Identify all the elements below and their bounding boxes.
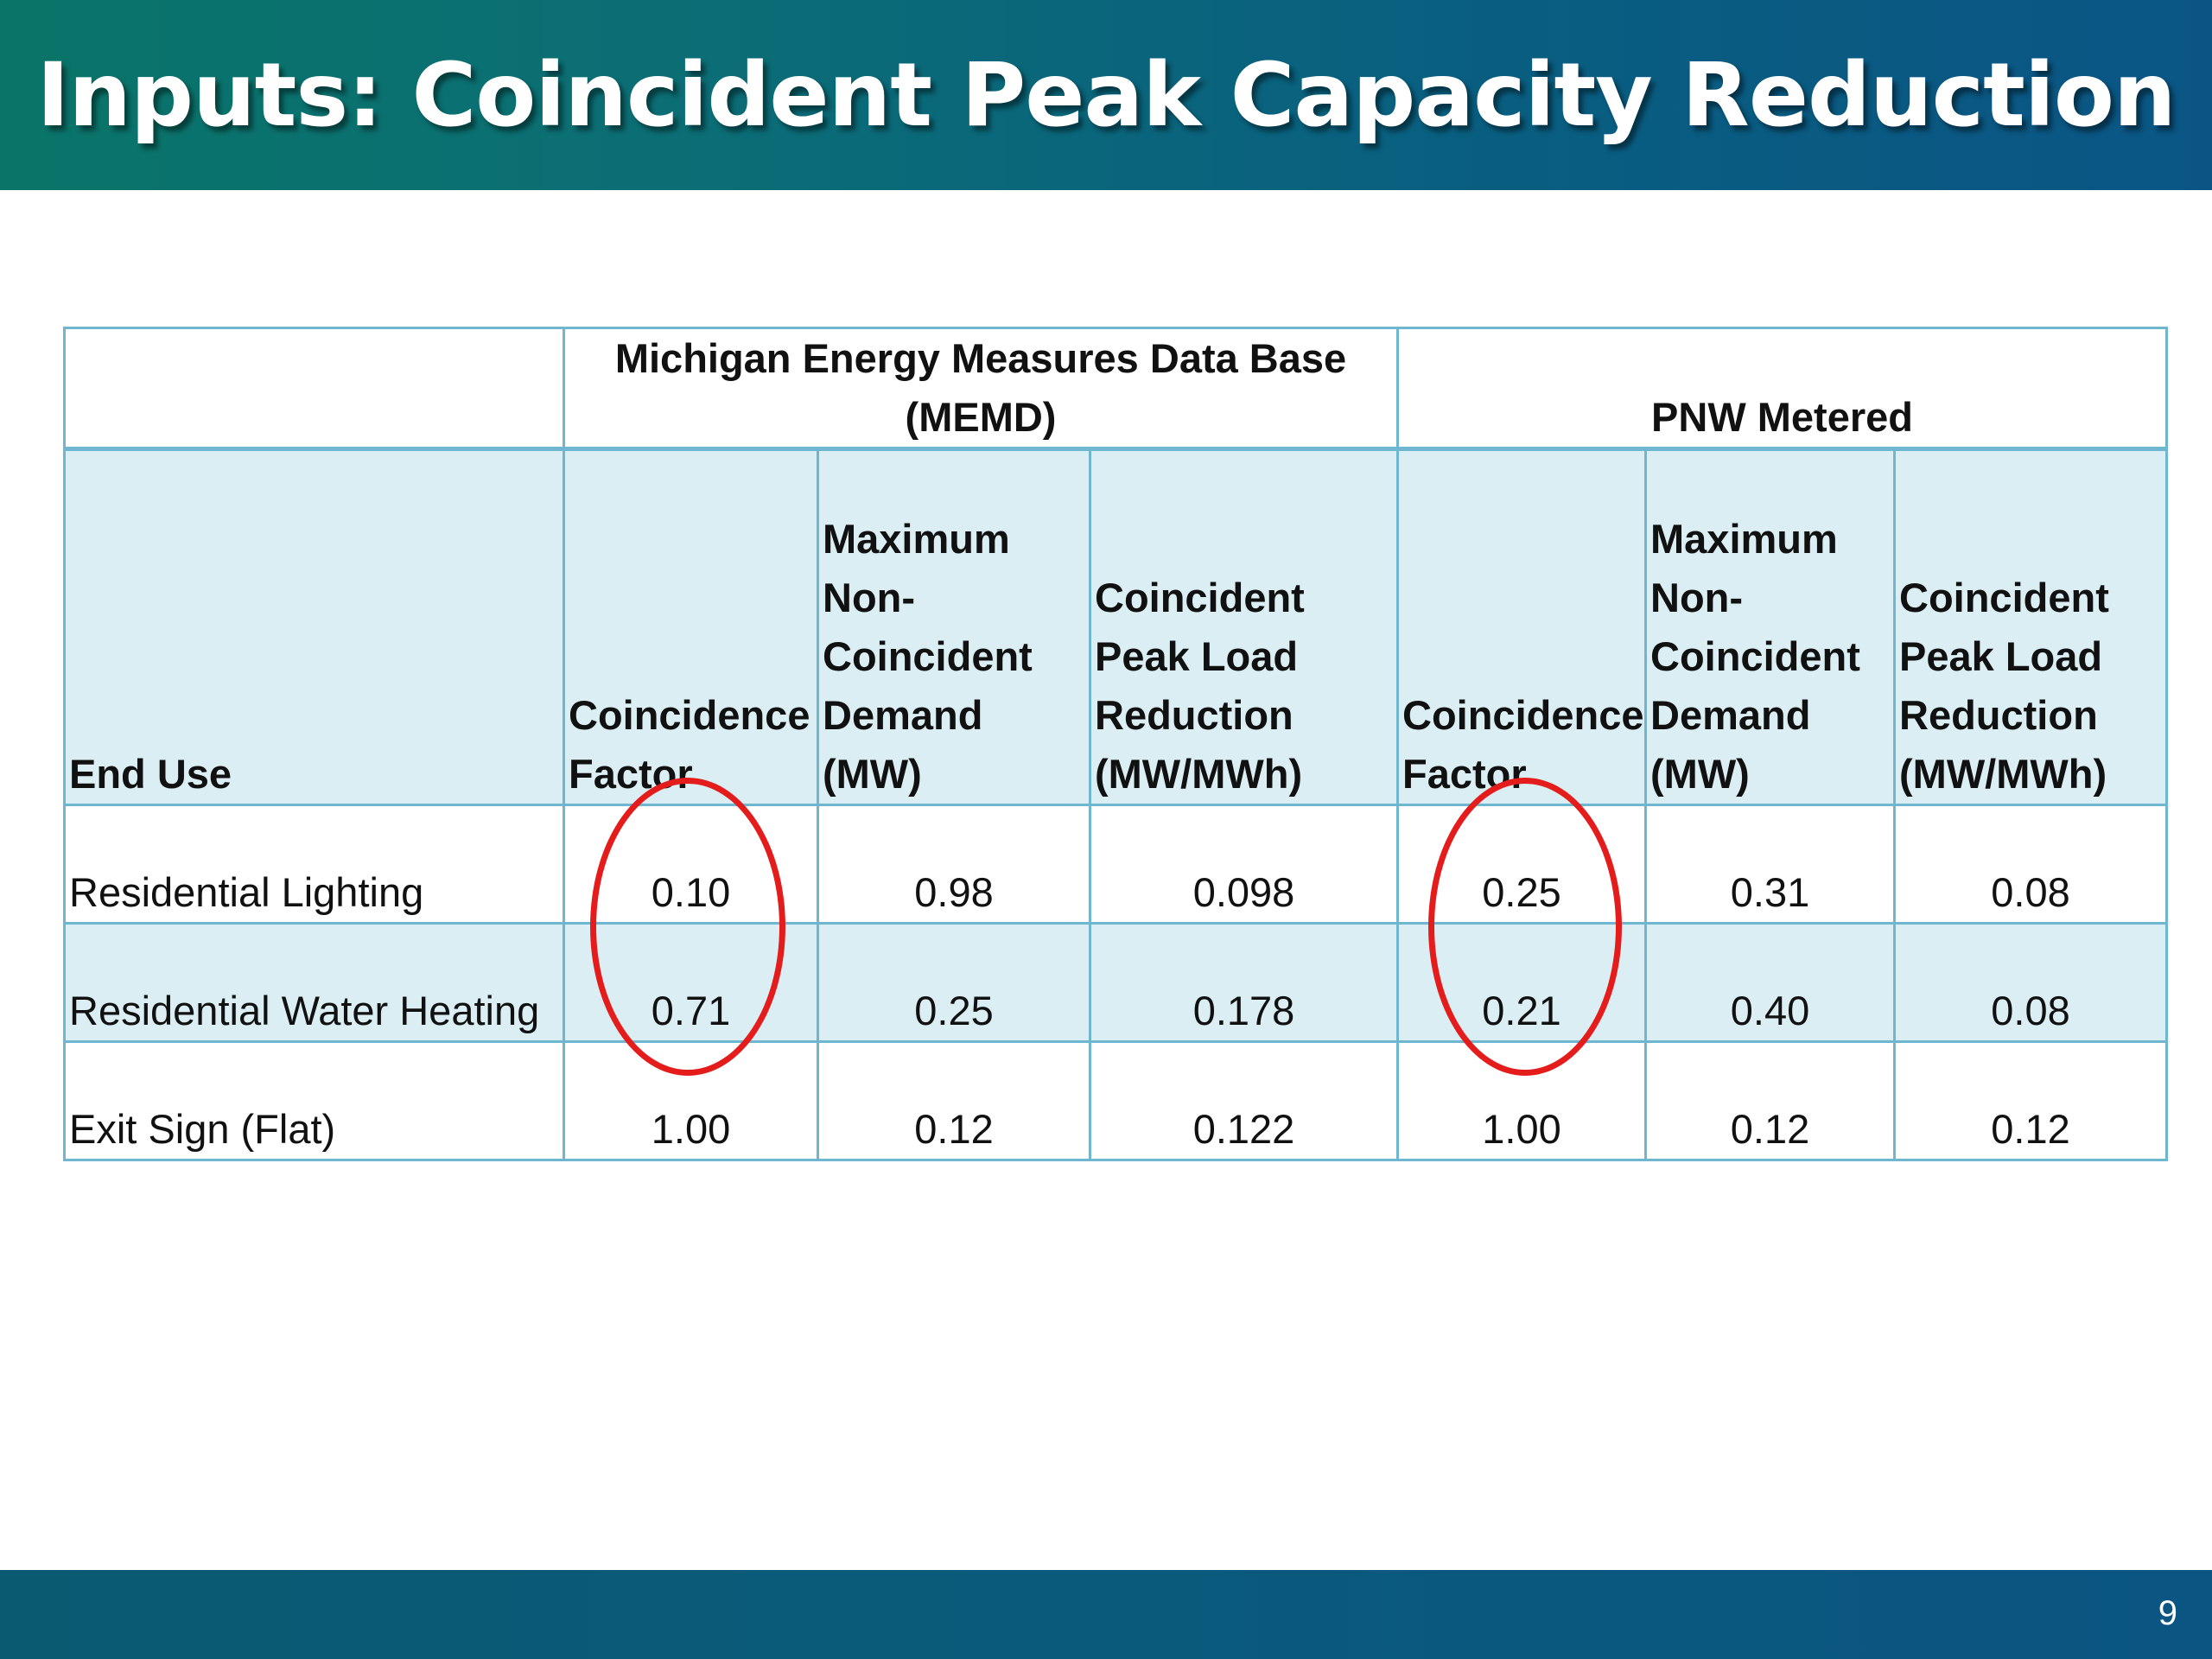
table-cell: 0.25 xyxy=(1396,804,1648,925)
column-header-row: End Use Coincidence Factor Maximum Non-C… xyxy=(63,448,2169,806)
table-cell: 0.98 xyxy=(817,804,1091,925)
group-header-memd: Michigan Energy Measures Data Base (MEMD… xyxy=(562,327,1400,450)
table-cell: 0.08 xyxy=(1893,804,2169,925)
coincident-peak-table: Michigan Energy Measures Data Base (MEMD… xyxy=(63,327,2169,1161)
table-row: Residential Water Heating 0.71 0.25 0.17… xyxy=(63,922,2169,1043)
column-header-pnw-peak-reduction: Coincident Peak Load Reduction (MW/MWh) xyxy=(1893,448,2169,806)
column-header-memd-peak-reduction: Coincident Peak Load Reduction (MW/MWh) xyxy=(1088,448,1400,806)
end-use-cell: Residential Water Heating xyxy=(63,922,565,1043)
column-header-end-use: End Use xyxy=(63,448,565,806)
table-row: Residential Lighting 0.10 0.98 0.098 0.2… xyxy=(63,804,2169,925)
table-cell: 0.098 xyxy=(1088,804,1400,925)
column-header-memd-coincidence-factor: Coincidence Factor xyxy=(563,448,819,806)
table-cell: 0.12 xyxy=(817,1040,1091,1161)
table-cell: 0.178 xyxy=(1088,922,1400,1043)
table-row: Exit Sign (Flat) 1.00 0.12 0.122 1.00 0.… xyxy=(63,1040,2169,1161)
table-cell: 0.31 xyxy=(1644,804,1897,925)
group-header-blank xyxy=(63,327,565,450)
slide-title: Inputs: Coincident Peak Capacity Reducti… xyxy=(36,43,2176,147)
column-header-memd-max-demand: Maximum Non-Coincident Demand (MW) xyxy=(817,448,1091,806)
column-header-pnw-coincidence-factor: Coincidence Factor xyxy=(1396,448,1648,806)
table-cell: 1.00 xyxy=(563,1040,819,1161)
table-cell: 0.40 xyxy=(1644,922,1897,1043)
table-cell: 0.12 xyxy=(1893,1040,2169,1161)
table-cell: 0.08 xyxy=(1893,922,2169,1043)
end-use-cell: Exit Sign (Flat) xyxy=(63,1040,565,1161)
table-cell: 0.21 xyxy=(1396,922,1648,1043)
table-cell: 0.25 xyxy=(817,922,1091,1043)
table-cell: 0.122 xyxy=(1088,1040,1400,1161)
group-header-row: Michigan Energy Measures Data Base (MEMD… xyxy=(63,327,2169,450)
footer-bar xyxy=(0,1570,2212,1659)
column-header-pnw-max-demand: Maximum Non-Coincident Demand (MW) xyxy=(1644,448,1897,806)
table-cell: 1.00 xyxy=(1396,1040,1648,1161)
group-header-pnw: PNW Metered xyxy=(1396,327,2169,450)
slide-number: 9 xyxy=(2158,1594,2177,1632)
table-cell: 0.71 xyxy=(563,922,819,1043)
table-cell: 0.12 xyxy=(1644,1040,1897,1161)
end-use-cell: Residential Lighting xyxy=(63,804,565,925)
table-cell: 0.10 xyxy=(563,804,819,925)
title-bar xyxy=(0,0,2212,190)
